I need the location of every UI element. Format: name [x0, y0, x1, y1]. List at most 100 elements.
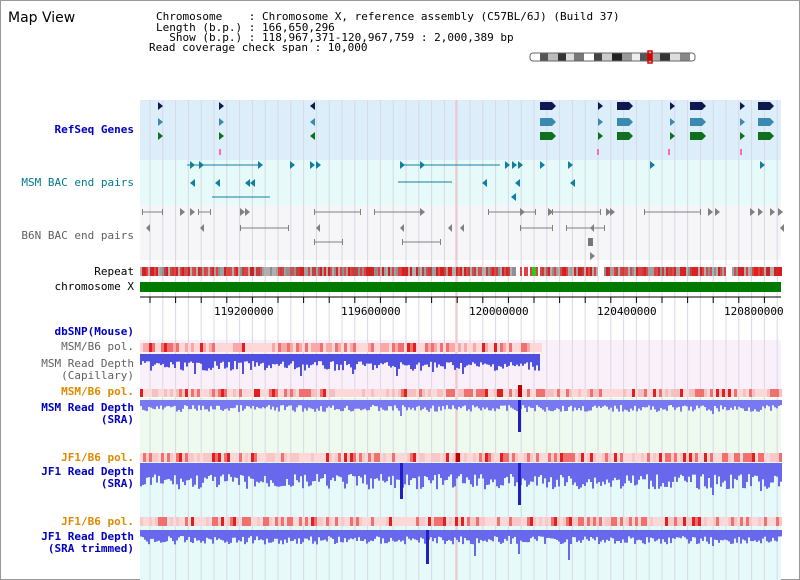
polymorphism-cell — [167, 343, 170, 352]
polymorphism-cell — [479, 389, 482, 397]
track-label-jf1-depth-trimmed-sub[interactable]: (SRA trimmed) — [47, 542, 134, 555]
track-label-jf1-depth-sub[interactable]: (SRA) — [100, 477, 134, 490]
read-depth-bar — [160, 463, 162, 484]
polymorphism-cell — [335, 517, 338, 526]
polymorphism-cell — [182, 517, 185, 526]
read-depth-bar — [142, 400, 144, 410]
read-depth-bar — [332, 530, 334, 539]
polymorphism-cell — [260, 453, 263, 462]
read-depth-bar — [686, 400, 688, 407]
polymorphism-cell — [386, 389, 389, 397]
read-depth-bar — [258, 354, 260, 366]
read-depth-bar — [592, 530, 594, 539]
repeat-segment — [454, 267, 456, 276]
repeat-segment — [496, 267, 498, 276]
read-depth-bar — [476, 400, 478, 407]
read-depth-bar — [704, 530, 706, 537]
read-depth-bar — [236, 400, 238, 406]
b6n-bac-end — [780, 224, 784, 232]
read-depth-bar — [224, 463, 226, 482]
read-depth-bar — [698, 400, 700, 409]
track-label-jf1-depth-trimmed[interactable]: JF1 Read Depth — [41, 530, 134, 543]
polymorphism-cell — [155, 389, 158, 397]
read-depth-bar — [318, 400, 320, 411]
polymorphism-cell — [305, 517, 308, 526]
msm-bac-end — [258, 161, 263, 169]
b6n-bac-end — [245, 208, 250, 216]
polymorphism-cell — [458, 343, 461, 352]
read-depth-bar — [286, 463, 288, 479]
polymorphism-cell — [455, 517, 458, 526]
refseq-gene-arrow — [670, 132, 675, 140]
polymorphism-cell — [233, 389, 236, 397]
polymorphism-cell — [152, 389, 155, 397]
polymorphism-cell — [191, 453, 194, 462]
read-depth-bar — [370, 463, 372, 479]
read-depth-bar — [324, 354, 326, 369]
read-depth-bar — [282, 354, 284, 362]
polymorphism-cell — [755, 453, 758, 462]
polymorphism-cell — [401, 453, 404, 462]
read-depth-bar — [450, 354, 452, 363]
track-label-jf1-depth[interactable]: JF1 Read Depth — [41, 465, 134, 478]
read-depth-bar — [626, 530, 628, 543]
read-depth-bar — [392, 400, 394, 411]
repeat-segment — [774, 267, 776, 276]
track-label-b6n-bac[interactable]: B6N BAC end pairs — [21, 229, 134, 242]
polymorphism-cell — [755, 517, 758, 526]
polymorphism-cell — [461, 517, 464, 526]
read-depth-bar — [638, 463, 640, 480]
polymorphism-cell — [152, 453, 155, 462]
track-label-msm-bac[interactable]: MSM BAC end pairs — [21, 176, 134, 189]
read-depth-bar — [460, 463, 462, 475]
polymorphism-cell — [302, 389, 305, 397]
read-depth-bar — [780, 463, 782, 482]
read-depth-bar — [612, 400, 614, 412]
read-depth-bar — [380, 530, 382, 544]
read-depth-bar — [746, 463, 748, 482]
polymorphism-cell — [707, 453, 710, 462]
read-depth-bar — [594, 400, 596, 406]
read-depth-bar — [142, 463, 144, 485]
read-depth-bar — [218, 400, 220, 406]
read-depth-bar — [568, 530, 570, 560]
b6n-bac-end — [750, 208, 755, 216]
read-depth-bar — [256, 400, 258, 407]
track-label-refseq-genes[interactable]: RefSeq Genes — [54, 123, 134, 136]
refseq-gene-exon — [690, 118, 702, 126]
polymorphism-cell — [299, 453, 302, 462]
read-depth-bar — [474, 530, 476, 556]
repeat-segment — [652, 267, 654, 276]
read-depth-bar — [178, 463, 180, 490]
repeat-segment — [414, 267, 416, 276]
read-depth-bar — [686, 463, 688, 483]
polymorphism-cell — [617, 453, 620, 462]
repeat-segment — [468, 267, 470, 276]
polymorphism-cell — [449, 343, 452, 352]
refseq-marker — [597, 149, 599, 155]
read-depth-bar — [420, 400, 422, 411]
polymorphism-cell — [734, 389, 737, 397]
polymorphism-cell — [500, 343, 503, 352]
polymorphism-cell — [632, 389, 635, 397]
read-depth-bar — [504, 354, 506, 364]
repeat-segment — [756, 267, 758, 276]
polymorphism-cell — [353, 453, 356, 462]
read-depth-bar — [216, 354, 218, 366]
read-depth-bar — [528, 354, 530, 370]
read-depth-bar — [330, 530, 332, 538]
track-label-msm-depth-sra-sub[interactable]: (SRA) — [100, 413, 134, 426]
track-label-dbsnp[interactable]: dbSNP(Mouse) — [54, 325, 134, 338]
read-depth-bar — [540, 400, 542, 409]
repeat-segment — [654, 267, 656, 276]
polymorphism-cell — [416, 389, 419, 397]
read-depth-bar — [368, 530, 370, 542]
read-depth-bar — [184, 463, 186, 486]
repeat-segment — [736, 267, 738, 276]
read-depth-bar — [524, 400, 526, 408]
repeat-segment — [356, 267, 358, 276]
track-label-msm-depth-sra[interactable]: MSM Read Depth — [41, 401, 134, 414]
polymorphism-cell — [371, 517, 374, 526]
polymorphism-cell — [203, 343, 206, 352]
